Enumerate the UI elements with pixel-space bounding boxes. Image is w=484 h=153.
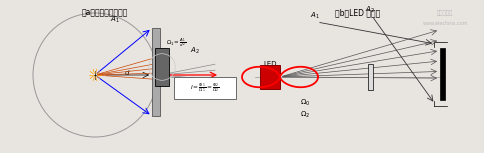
Text: $\Omega_2$: $\Omega_2$ [300,110,309,120]
Bar [151,28,160,116]
Bar [439,48,444,100]
Text: 电子发烧友: 电子发烧友 [436,10,452,16]
Text: LED: LED [263,61,276,67]
Text: $A_2$: $A_2$ [190,46,199,56]
Text: $A_1$: $A_1$ [110,15,120,25]
Text: $\Omega_1=\frac{A_1}{d^2}$: $\Omega_1=\frac{A_1}{d^2}$ [166,36,186,49]
Text: www.elecfans.com: www.elecfans.com [422,21,467,26]
Text: （a）点光源光强测试: （a）点光源光强测试 [82,8,128,17]
Bar [155,48,168,86]
Text: $\Omega_0$: $\Omega_0$ [300,98,310,108]
Text: $A_1$: $A_1$ [309,11,319,21]
Text: （b）LED 光强测: （b）LED 光强测 [334,8,380,17]
Bar [259,65,279,89]
Text: $A_2$: $A_2$ [364,5,374,15]
Text: $I=\frac{\Phi_1}{\Omega_1}=\frac{\Phi_2}{\Omega_2}$: $I=\frac{\Phi_1}{\Omega_1}=\frac{\Phi_2}… [190,81,219,95]
FancyBboxPatch shape [174,77,236,99]
Text: $\Omega_2=\frac{A_2}{\theta^2}$: $\Omega_2=\frac{A_2}{\theta^2}$ [180,89,199,102]
Text: d: d [124,70,129,76]
Bar [367,64,372,90]
